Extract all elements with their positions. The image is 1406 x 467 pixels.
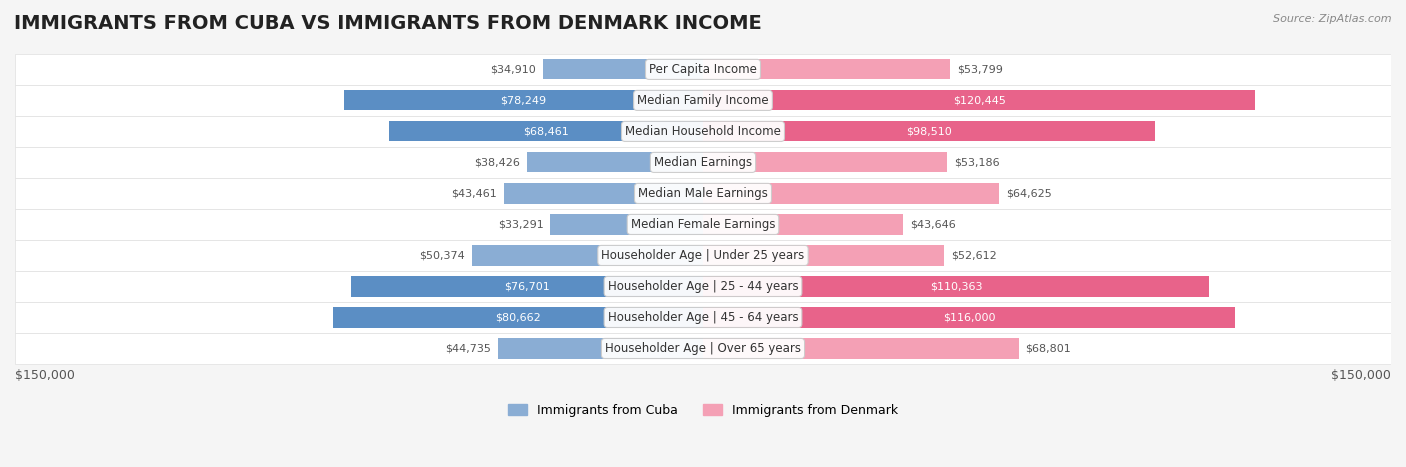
Text: $150,000: $150,000 (15, 368, 75, 382)
Text: $50,374: $50,374 (419, 250, 465, 261)
Bar (15, 333, 1391, 364)
Bar (703, 121, 1154, 142)
Text: Householder Age | 45 - 64 years: Householder Age | 45 - 64 years (607, 311, 799, 324)
Text: IMMIGRANTS FROM CUBA VS IMMIGRANTS FROM DENMARK INCOME: IMMIGRANTS FROM CUBA VS IMMIGRANTS FROM … (14, 14, 762, 33)
Bar (703, 214, 903, 234)
Text: $68,801: $68,801 (1025, 343, 1071, 354)
Bar (15, 209, 1391, 240)
Bar (333, 307, 703, 327)
Text: $120,445: $120,445 (953, 95, 1005, 106)
Text: Source: ZipAtlas.com: Source: ZipAtlas.com (1274, 14, 1392, 24)
Bar (703, 339, 1018, 359)
Bar (703, 245, 945, 266)
Bar (352, 276, 703, 297)
Text: $34,910: $34,910 (491, 64, 536, 74)
Bar (15, 85, 1391, 116)
Text: Median Earnings: Median Earnings (654, 156, 752, 169)
Bar (703, 307, 1234, 327)
Bar (703, 152, 948, 172)
Text: $150,000: $150,000 (1331, 368, 1391, 382)
Text: $44,735: $44,735 (446, 343, 491, 354)
Bar (15, 240, 1391, 271)
Text: Per Capita Income: Per Capita Income (650, 63, 756, 76)
Text: $43,461: $43,461 (451, 188, 496, 198)
Text: $98,510: $98,510 (905, 127, 952, 136)
Text: Householder Age | Under 25 years: Householder Age | Under 25 years (602, 249, 804, 262)
Bar (15, 271, 1391, 302)
Bar (15, 54, 1391, 85)
Bar (543, 59, 703, 79)
Bar (472, 245, 703, 266)
Text: Median Household Income: Median Household Income (626, 125, 780, 138)
Text: Median Family Income: Median Family Income (637, 94, 769, 107)
Text: $64,625: $64,625 (1007, 188, 1052, 198)
Text: $53,186: $53,186 (953, 157, 1000, 168)
Text: $43,646: $43,646 (910, 219, 956, 229)
Text: $68,461: $68,461 (523, 127, 569, 136)
Bar (15, 302, 1391, 333)
Text: $116,000: $116,000 (943, 312, 995, 322)
Bar (344, 90, 703, 111)
Bar (703, 59, 950, 79)
Bar (703, 184, 1000, 204)
Bar (550, 214, 703, 234)
Text: Householder Age | 25 - 44 years: Householder Age | 25 - 44 years (607, 280, 799, 293)
Text: $80,662: $80,662 (495, 312, 541, 322)
Legend: Immigrants from Cuba, Immigrants from Denmark: Immigrants from Cuba, Immigrants from De… (503, 399, 903, 422)
Bar (15, 178, 1391, 209)
Text: Median Male Earnings: Median Male Earnings (638, 187, 768, 200)
Bar (503, 184, 703, 204)
Bar (15, 116, 1391, 147)
Text: Householder Age | Over 65 years: Householder Age | Over 65 years (605, 342, 801, 355)
Bar (498, 339, 703, 359)
Text: $110,363: $110,363 (929, 282, 983, 291)
Text: $52,612: $52,612 (952, 250, 997, 261)
Text: $53,799: $53,799 (956, 64, 1002, 74)
Bar (703, 276, 1209, 297)
Bar (389, 121, 703, 142)
Text: $33,291: $33,291 (498, 219, 544, 229)
Text: $38,426: $38,426 (474, 157, 520, 168)
Text: Median Female Earnings: Median Female Earnings (631, 218, 775, 231)
Text: $76,701: $76,701 (505, 282, 550, 291)
Bar (703, 90, 1256, 111)
Bar (15, 147, 1391, 178)
Bar (527, 152, 703, 172)
Text: $78,249: $78,249 (501, 95, 547, 106)
